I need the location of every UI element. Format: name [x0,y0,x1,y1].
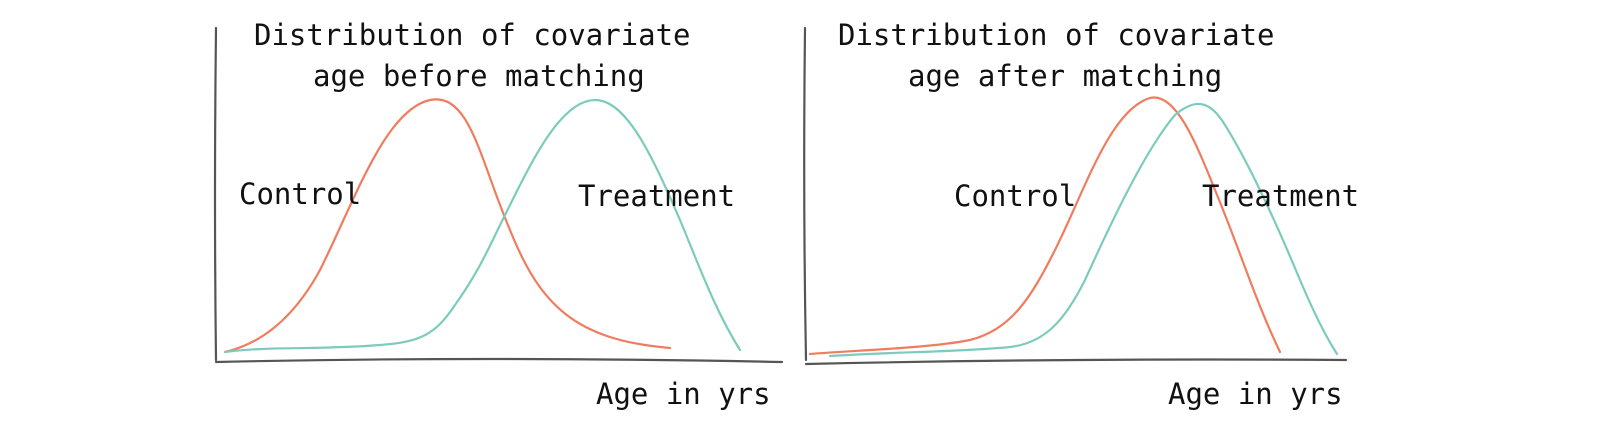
panel-1-x-axis-label: Age in yrs [596,377,771,411]
panel-1-x-axis [214,357,784,364]
panel-before-matching: Distribution of covariate age before mat… [213,18,784,411]
panel-1-treatment-label: Treatment [578,179,735,213]
panel-1-treatment-curve [223,98,742,354]
panel-1-title-line-2: age before matching [313,59,645,93]
panel-2-title-line-1: Distribution of covariate [838,18,1275,52]
panel-2-x-axis-label: Age in yrs [1168,377,1343,411]
panel-1-y-axis [213,26,218,362]
panel-2-title-line-2: age after matching [908,59,1222,93]
panel-2-control-label: Control [954,179,1076,213]
panel-2-treatment-curve [828,102,1339,358]
panel-1-title-line-1: Distribution of covariate [254,18,691,52]
panel-1-control-curve [223,98,672,354]
panel-2-y-axis [803,26,808,362]
panel-1-control-label: Control [239,177,361,211]
panel-2-x-axis [804,358,1348,366]
panel-2-treatment-label: Treatment [1202,179,1359,213]
panel-2-control-curve [808,96,1282,356]
panel-after-matching: Distribution of covariate age after matc… [803,18,1359,411]
